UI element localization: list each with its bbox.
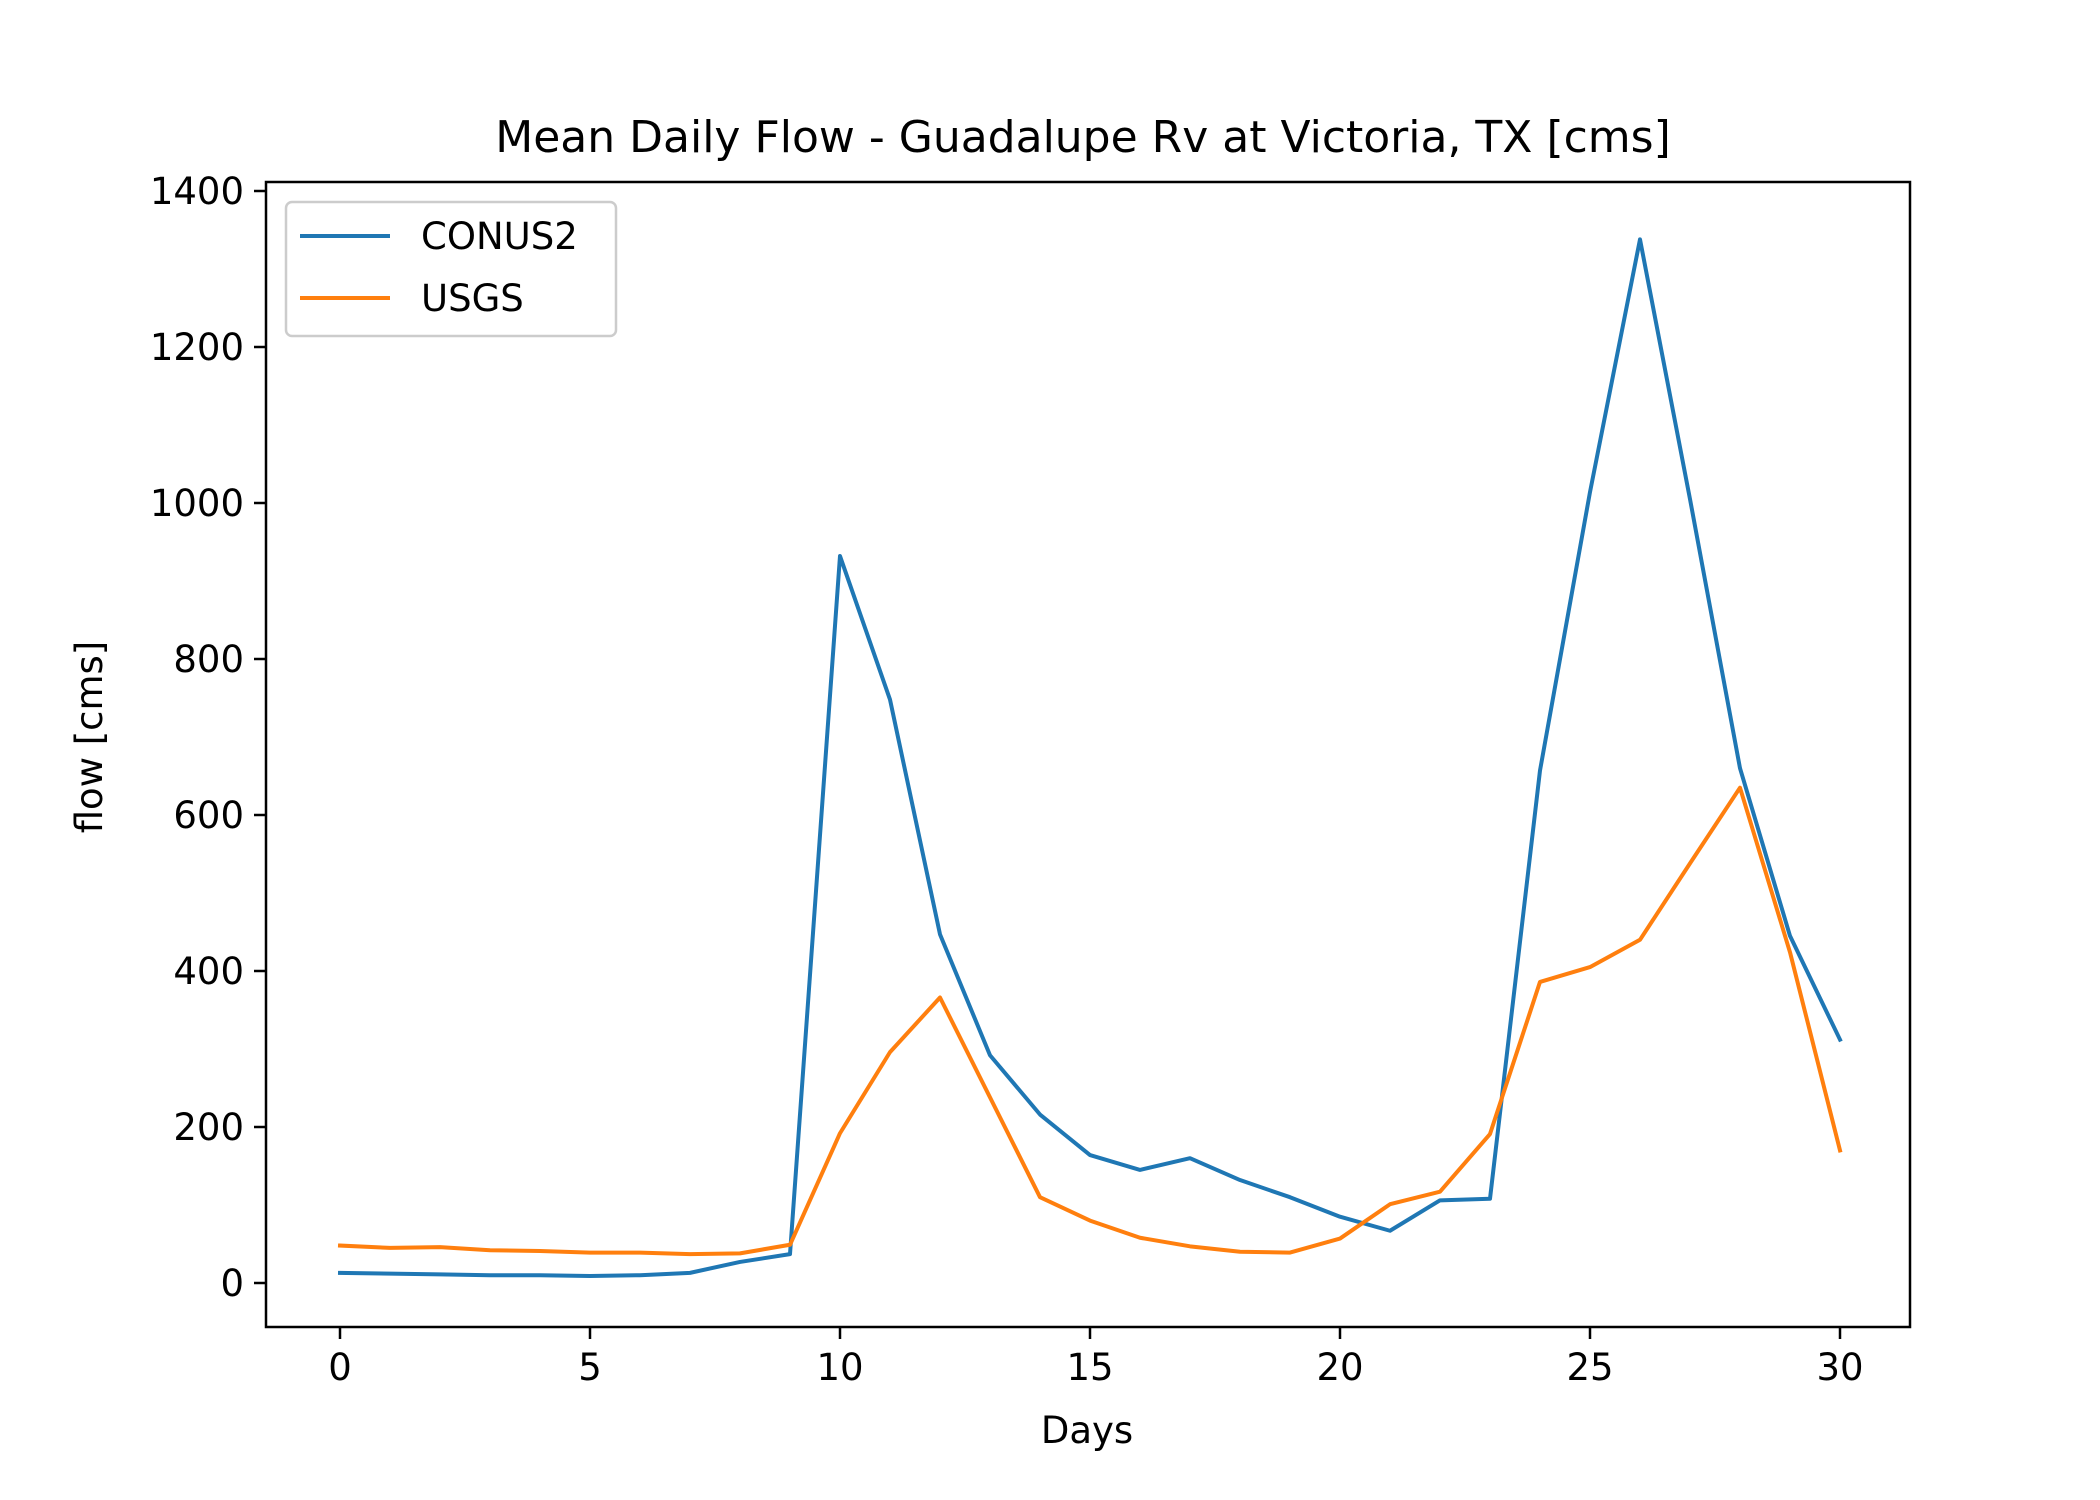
x-tick-label: 0 [328,1346,352,1389]
plot-frame [264,180,1912,1329]
y-tick-label: 200 [173,1106,244,1149]
chart-title: Mean Daily Flow - Guadalupe Rv at Victor… [495,112,1671,163]
legend: CONUS2 USGS [284,200,618,338]
series-line-conus2 [337,237,1843,1278]
x-axis-title: Days [1041,1409,1133,1452]
legend-label-conus2: CONUS2 [421,215,578,258]
y-tick-label: 1000 [150,482,244,525]
axes-layer: 0 5 10 15 20 25 30 0 200 400 600 800 1000 1200 1400 [150,170,1864,1389]
legend-label-usgs: USGS [421,277,524,320]
x-tick-label: 15 [1066,1346,1113,1389]
y-tick-label: 600 [173,794,244,837]
y-tick-label: 1200 [150,326,244,369]
y-tick-label: 0 [220,1262,244,1305]
y-tick-label: 800 [173,638,244,681]
x-tick-label: 25 [1566,1346,1613,1389]
x-tick-label: 30 [1816,1346,1863,1389]
y-tick-label: 1400 [150,170,244,213]
y-axis-title: flow [cms] [68,641,111,834]
x-tick-label: 20 [1316,1346,1363,1389]
y-tick-label: 400 [173,950,244,993]
x-tick-label: 5 [578,1346,602,1389]
series-line-usgs [337,785,1843,1257]
x-tick-label: 10 [816,1346,863,1389]
series-layer [337,237,1843,1278]
